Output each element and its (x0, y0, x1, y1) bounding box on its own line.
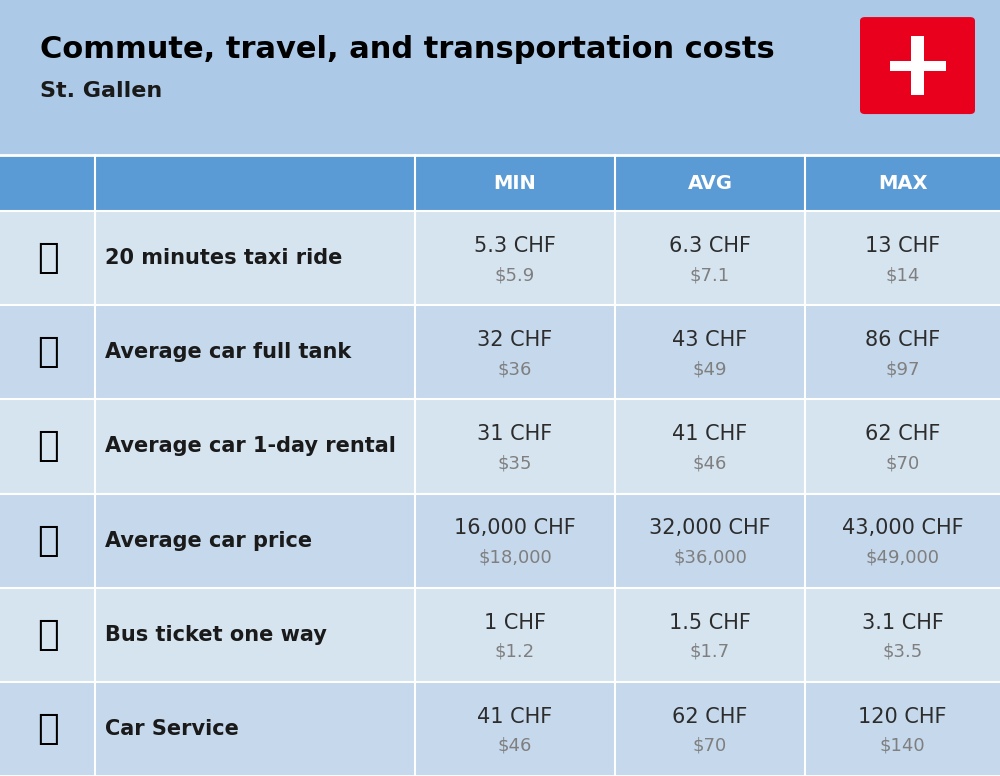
Text: 62 CHF: 62 CHF (865, 424, 940, 444)
Text: 43,000 CHF: 43,000 CHF (842, 518, 963, 539)
Text: 86 CHF: 86 CHF (865, 330, 940, 350)
Text: 41 CHF: 41 CHF (477, 707, 553, 726)
Text: $140: $140 (880, 737, 925, 755)
Text: ⛽: ⛽ (37, 335, 58, 369)
Bar (0, 155, 1000, 211)
Text: 62 CHF: 62 CHF (672, 707, 748, 726)
Text: $1.2: $1.2 (495, 643, 535, 660)
Text: $70: $70 (693, 737, 727, 755)
Text: Car Service: Car Service (105, 719, 239, 739)
Text: 31 CHF: 31 CHF (477, 424, 553, 444)
FancyBboxPatch shape (860, 17, 975, 114)
Text: $97: $97 (885, 360, 920, 378)
Text: 🚌: 🚌 (37, 618, 58, 652)
Text: 120 CHF: 120 CHF (858, 707, 947, 726)
Text: Bus ticket one way: Bus ticket one way (105, 625, 327, 645)
Text: $36,000: $36,000 (673, 549, 747, 566)
Text: $7.1: $7.1 (690, 266, 730, 284)
Bar (890, 61, 946, 71)
Text: 20 minutes taxi ride: 20 minutes taxi ride (105, 248, 342, 268)
Text: $5.9: $5.9 (495, 266, 535, 284)
Text: $35: $35 (498, 455, 532, 473)
Text: $46: $46 (498, 737, 532, 755)
Text: $46: $46 (693, 455, 727, 473)
Text: $49: $49 (693, 360, 727, 378)
Bar (0, 682, 1000, 776)
Text: 1.5 CHF: 1.5 CHF (669, 612, 751, 632)
Text: 1 CHF: 1 CHF (484, 612, 546, 632)
Text: 🚗: 🚗 (37, 524, 58, 558)
Text: Average car price: Average car price (105, 531, 312, 551)
Text: 13 CHF: 13 CHF (865, 236, 940, 256)
Text: Average car full tank: Average car full tank (105, 342, 351, 362)
Text: St. Gallen: St. Gallen (40, 81, 162, 102)
Text: 🚕: 🚕 (37, 241, 58, 275)
Text: $1.7: $1.7 (690, 643, 730, 660)
Text: Average car 1-day rental: Average car 1-day rental (105, 436, 396, 456)
Text: $3.5: $3.5 (882, 643, 923, 660)
Text: MIN: MIN (494, 174, 536, 192)
Bar (911, 36, 924, 95)
Text: 41 CHF: 41 CHF (672, 424, 748, 444)
Text: 3.1 CHF: 3.1 CHF (862, 612, 943, 632)
Text: Commute, travel, and transportation costs: Commute, travel, and transportation cost… (40, 35, 775, 64)
Text: $70: $70 (885, 455, 920, 473)
Text: 16,000 CHF: 16,000 CHF (454, 518, 576, 539)
Text: 5.3 CHF: 5.3 CHF (474, 236, 556, 256)
Text: $18,000: $18,000 (478, 549, 552, 566)
Text: 43 CHF: 43 CHF (672, 330, 748, 350)
Bar (0, 305, 1000, 400)
Bar (0, 211, 1000, 305)
Text: 6.3 CHF: 6.3 CHF (669, 236, 751, 256)
Text: 32,000 CHF: 32,000 CHF (649, 518, 771, 539)
Bar (0, 587, 1000, 682)
Text: $49,000: $49,000 (866, 549, 940, 566)
Text: 32 CHF: 32 CHF (477, 330, 553, 350)
Text: AVG: AVG (688, 174, 732, 192)
Bar (0, 400, 1000, 494)
Text: $14: $14 (885, 266, 920, 284)
Text: 🚙: 🚙 (37, 429, 58, 463)
Text: 🔧: 🔧 (37, 712, 58, 746)
Text: $36: $36 (498, 360, 532, 378)
Bar (0, 494, 1000, 587)
Text: MAX: MAX (878, 174, 927, 192)
